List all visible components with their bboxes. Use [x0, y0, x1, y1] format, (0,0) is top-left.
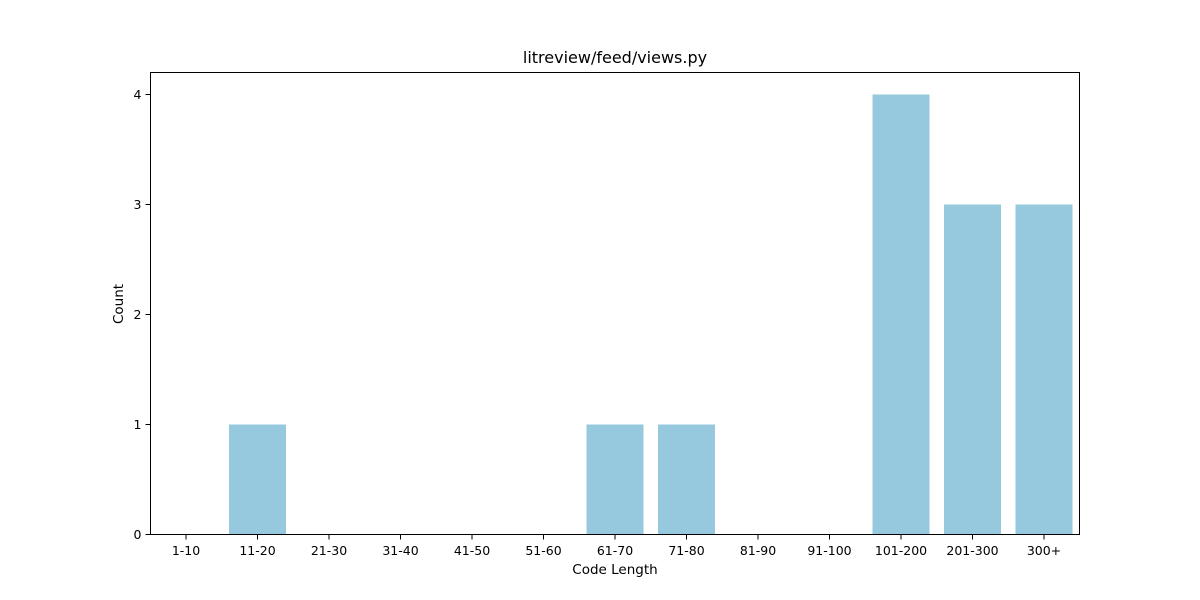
x-axis-label: Code Length [572, 562, 657, 578]
y-tick-label: 3 [134, 197, 142, 212]
x-tick-label: 11-20 [239, 543, 275, 558]
y-tick-label: 4 [134, 87, 142, 102]
x-tick-label: 201-300 [946, 543, 998, 558]
bar-300plus [1015, 204, 1073, 535]
chart-title: litreview/feed/views.py [523, 48, 707, 67]
x-tick-label: 71-80 [668, 543, 704, 558]
x-tick-label: 41-50 [454, 543, 490, 558]
x-tick-label: 101-200 [875, 543, 927, 558]
x-axis: 1-10 11-20 21-30 31-40 41-50 51-60 61-70 71-80 8… [172, 534, 1061, 558]
bar-71-80 [658, 424, 715, 535]
y-axis: 0 1 2 3 4 [134, 87, 151, 542]
y-tick-label: 1 [134, 417, 142, 432]
bar-61-70 [586, 424, 644, 535]
bar-11-20 [229, 424, 286, 535]
x-tick-label: 1-10 [172, 543, 200, 558]
y-tick-label: 0 [134, 527, 142, 542]
x-tick-label: 61-70 [597, 543, 633, 558]
x-tick-label: 51-60 [525, 543, 561, 558]
y-axis-label: Count [111, 284, 127, 324]
x-tick-label: 21-30 [311, 543, 347, 558]
x-tick-label: 31-40 [382, 543, 418, 558]
bar-201-300 [944, 204, 1001, 535]
bar-101-200 [872, 94, 930, 535]
y-tick-label: 2 [134, 307, 142, 322]
x-tick-label: 91-100 [807, 543, 851, 558]
x-tick-label: 300+ [1027, 543, 1061, 558]
bars-group [229, 94, 1073, 535]
x-tick-label: 81-90 [740, 543, 776, 558]
